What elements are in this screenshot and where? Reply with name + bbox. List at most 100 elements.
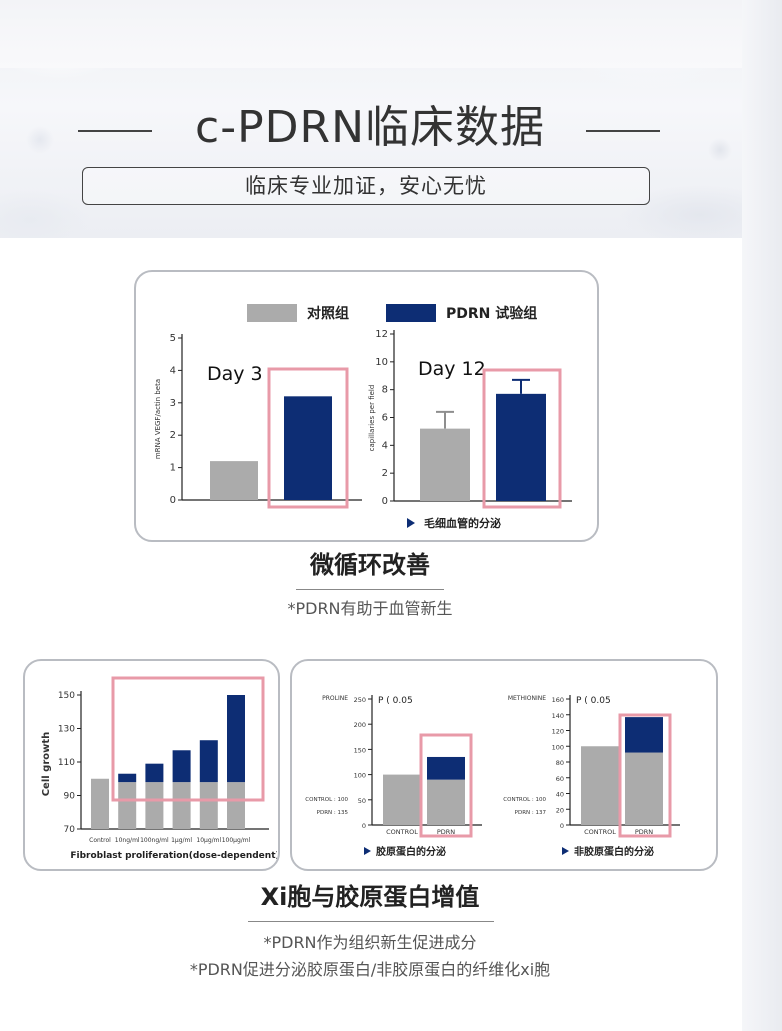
proline-ytick-label: 50 xyxy=(358,797,366,805)
proline-stat-pdrn: PDRN : 135 xyxy=(317,810,349,816)
fibroblast-bar-base xyxy=(227,782,245,829)
right-edge-strip xyxy=(742,0,782,1031)
fibroblast-bar-increase xyxy=(199,740,218,783)
proline-bar-pdrn-increase xyxy=(427,756,465,780)
chart-card-collagen: 0 50 100 150 200 250 PROLINE P ( 0.05 CONTROL : … xyxy=(290,659,718,871)
highlight-box-methionine xyxy=(618,713,672,838)
methionine-ytick-label: 100 xyxy=(552,743,564,751)
highlight-box-proline xyxy=(419,733,473,838)
legend-label-control: 对照组 xyxy=(307,305,349,322)
fibroblast-bar-increase xyxy=(172,750,191,783)
section2-title: Xi胞与胶原蛋白增值 xyxy=(260,883,480,911)
section1-title: 微循环改善 xyxy=(310,551,430,579)
day12-annotation: Day 12 xyxy=(418,358,486,380)
methionine-annotation: P ( 0.05 xyxy=(576,696,611,706)
methionine-category-control: CONTROL xyxy=(584,828,616,836)
chart-day3: 0 1 2 3 4 5 mRNA VEGF/actin beta Day 3 xyxy=(154,333,362,506)
proline-caption-marker-icon xyxy=(364,847,371,855)
proline-category-pdrn: PDRN xyxy=(437,828,455,836)
methionine-ytick-label: 40 xyxy=(556,791,564,799)
fibroblast-bar-increase xyxy=(118,773,137,783)
day12-bar-pdrn xyxy=(496,393,546,501)
day12-bar-control xyxy=(420,428,470,501)
day3-ylabel: mRNA VEGF/actin beta xyxy=(154,379,162,459)
proline-ytick-label: 100 xyxy=(354,772,366,780)
proline-ytick-label: 150 xyxy=(354,746,366,754)
fibroblast-category-label: 1μg/ml xyxy=(171,837,192,844)
day3-ytick-label: 0 xyxy=(170,495,176,506)
fibroblast-bar-base xyxy=(118,782,137,829)
methionine-ytick-label: 140 xyxy=(552,712,564,720)
fibroblast-category-label: 100μg/ml xyxy=(222,837,251,844)
collagen-charts-svg: 0 50 100 150 200 250 PROLINE P ( 0.05 CONTROL : … xyxy=(305,695,680,858)
title-rule-right xyxy=(586,130,660,132)
title-rule-left xyxy=(78,130,152,132)
fibroblast-bar-control xyxy=(91,778,109,829)
methionine-bar-pdrn-base xyxy=(625,752,663,825)
day12-ytick-label: 2 xyxy=(382,468,388,479)
day3-annotation: Day 3 xyxy=(207,363,263,385)
section2-note1: *PDRN作为组织新生促进成分 xyxy=(263,933,477,952)
day12-ytick-label: 8 xyxy=(382,385,388,396)
methionine-caption: 非胶原蛋白的分泌 xyxy=(574,845,654,858)
proline-category-control: CONTROL xyxy=(386,828,418,836)
section2-rule xyxy=(248,921,494,922)
proline-caption: 胶原蛋白的分泌 xyxy=(376,845,446,858)
methionine-ytick-label: 80 xyxy=(556,759,564,767)
day12-ytick-label: 6 xyxy=(382,413,388,424)
fibroblast-category-label: 100ng/ml xyxy=(140,837,169,844)
subtitle-frame xyxy=(82,167,650,205)
proline-bar-control xyxy=(383,774,421,825)
day3-ytick-label: 5 xyxy=(170,333,176,344)
methionine-ytick-label: 160 xyxy=(552,696,564,704)
methionine-ytick-label: 60 xyxy=(556,775,564,783)
fibroblast-ytick-label: 110 xyxy=(58,758,75,768)
section2-note2: *PDRN促进分泌胶原蛋白/非胶原蛋白的纤维化xi胞 xyxy=(189,960,551,979)
day12-ytick-label: 12 xyxy=(375,329,388,340)
fibroblast-category-label: 10ng/ml xyxy=(115,837,140,844)
methionine-category-pdrn: PDRN xyxy=(635,828,653,836)
proline-stat-control: CONTROL : 100 xyxy=(305,797,348,803)
methionine-ytick-label: 120 xyxy=(552,728,564,736)
fibroblast-bar-base xyxy=(199,782,218,829)
fibroblast-category-label: 10μg/ml xyxy=(196,837,221,844)
fibroblast-ytick-label: 130 xyxy=(58,725,75,735)
fibroblast-bar-base xyxy=(145,782,164,829)
highlight-box-fibroblast xyxy=(111,676,265,802)
legend-swatch-pdrn xyxy=(386,304,436,322)
methionine-ylabel: METHIONINE xyxy=(508,695,546,702)
proline-ytick-label: 0 xyxy=(362,822,366,830)
day3-bar-pdrn xyxy=(284,396,332,500)
proline-ytick-label: 250 xyxy=(354,696,366,704)
proline-ylabel: PROLINE xyxy=(322,695,348,702)
fibroblast-ytick-label: 70 xyxy=(64,825,76,835)
legend-swatch-control xyxy=(247,304,297,322)
day12-ytick-label: 10 xyxy=(375,357,388,368)
legend-label-pdrn: PDRN 试验组 xyxy=(446,305,537,322)
chart-card-capillary: 对照组 PDRN 试验组 0 1 2 3 4 5 mRNA VEGF/actin beta D… xyxy=(134,270,599,542)
caption-capillary: 毛细血管的分泌 xyxy=(424,516,501,530)
methionine-stat-control: CONTROL : 100 xyxy=(503,797,546,803)
proline-ytick-label: 200 xyxy=(354,721,366,729)
methionine-stat-pdrn: PDRN : 137 xyxy=(515,810,547,816)
proline-bar-pdrn-base xyxy=(427,779,465,825)
chart-methionine: 0 20 40 60 80 100 120 140 160 METHIONINE P ( 0.05 C… xyxy=(503,695,680,858)
proline-annotation: P ( 0.05 xyxy=(378,696,413,706)
caption-marker-icon xyxy=(407,518,415,528)
chart-day12: 0 2 4 6 8 10 12 capillaries per field Day 12 xyxy=(368,329,572,507)
day3-ytick-label: 4 xyxy=(170,365,176,376)
fibroblast-bar-increase xyxy=(227,695,245,783)
highlight-box-day3 xyxy=(267,367,349,509)
fibroblast-ylabel: Cell growth xyxy=(41,732,52,797)
fibroblast-xlabel: Fibroblast proliferation(dose-dependent) xyxy=(70,851,277,861)
methionine-bar-control xyxy=(581,746,619,825)
fibroblast-category-label: Control xyxy=(89,837,111,844)
page-subtitle: 临床专业加证，安心无忧 xyxy=(245,174,487,198)
fibroblast-bar-base xyxy=(172,782,191,829)
page-title: c-PDRN临床数据 xyxy=(195,102,545,153)
fibroblast-ytick-label: 150 xyxy=(58,691,75,701)
